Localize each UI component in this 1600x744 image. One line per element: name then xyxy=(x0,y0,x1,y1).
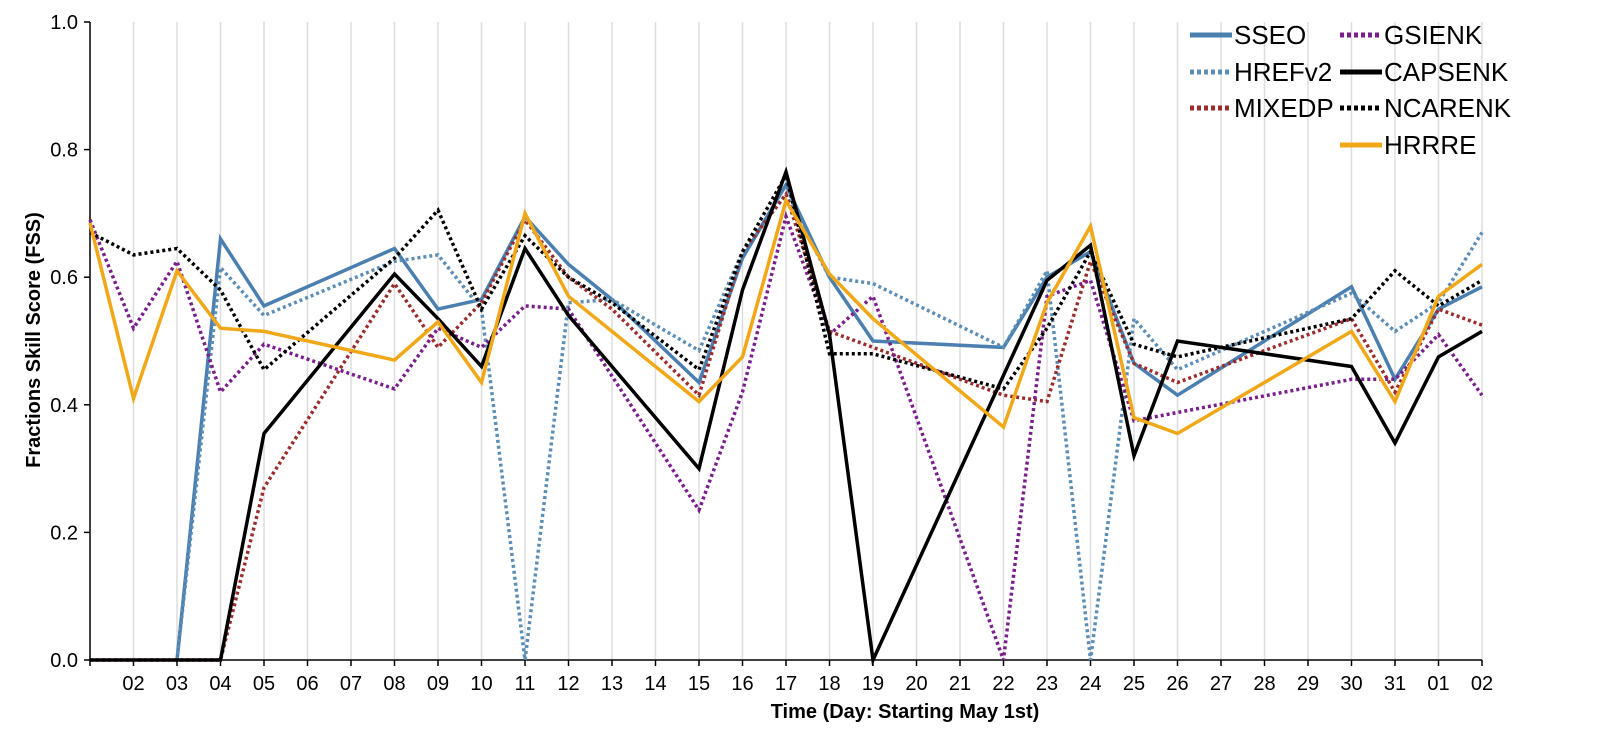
x-tick-label: 30 xyxy=(1340,673,1362,695)
x-tick-label: 13 xyxy=(601,673,623,695)
x-tick-label: 16 xyxy=(731,673,753,695)
legend: SSEO HREFv2 MIXEDP GSIENK CAPSENK NCARENK HRRR… xyxy=(1190,20,1512,160)
x-tick-label: 25 xyxy=(1123,673,1145,695)
y-tick-label: 0.4 xyxy=(50,395,78,417)
y-tick-label: 0.8 xyxy=(50,140,78,162)
x-tick-label: 06 xyxy=(296,673,318,695)
x-tick-label: 18 xyxy=(818,673,840,695)
x-tick-label: 09 xyxy=(427,673,449,695)
y-tick-labels: 0.0 0.2 0.4 0.6 0.8 1.0 xyxy=(50,12,90,672)
x-tick-label: 05 xyxy=(253,673,275,695)
x-tick-label: 15 xyxy=(688,673,710,695)
x-tick-label: 27 xyxy=(1210,673,1232,695)
legend-label-ncarenk: NCARENK xyxy=(1384,93,1512,123)
x-tick-label: 20 xyxy=(905,673,927,695)
legend-label-hrrre: HRRRE xyxy=(1384,130,1476,160)
x-tick-label: 26 xyxy=(1166,673,1188,695)
legend-label-sseo: SSEO xyxy=(1234,20,1306,50)
legend-label-hrefv2: HREFv2 xyxy=(1234,57,1332,87)
x-tick-label: 14 xyxy=(644,673,666,695)
x-tick-label: 08 xyxy=(383,673,405,695)
x-tick-label: 02 xyxy=(122,673,144,695)
x-tick-label: 04 xyxy=(209,673,231,695)
x-tick-label: 03 xyxy=(166,673,188,695)
legend-label-capsenk: CAPSENK xyxy=(1384,57,1509,87)
y-tick-label: 0.0 xyxy=(50,650,78,672)
x-tick-label: 19 xyxy=(862,673,884,695)
series-lines xyxy=(88,166,1484,667)
x-tick-label: 02 xyxy=(1471,673,1493,695)
y-tick-label: 1.0 xyxy=(50,12,78,34)
x-tick-label: 24 xyxy=(1079,673,1101,695)
series-line-gsienk xyxy=(88,210,1484,661)
x-tick-label: 29 xyxy=(1297,673,1319,695)
x-tick-label: 28 xyxy=(1253,673,1275,695)
x-tick-label: 23 xyxy=(1036,673,1058,695)
series-line-hrrre xyxy=(88,196,1484,436)
x-axis-label: Time (Day: Starting May 1st) xyxy=(771,701,1040,723)
x-tick-label: 10 xyxy=(470,673,492,695)
x-tick-label: 12 xyxy=(557,673,579,695)
legend-label-gsienk: GSIENK xyxy=(1384,20,1483,50)
series-line-capsenk xyxy=(90,166,1483,667)
y-tick-label: 0.6 xyxy=(50,267,78,289)
y-tick-label: 0.2 xyxy=(50,522,78,544)
x-tick-label: 22 xyxy=(992,673,1014,695)
legend-label-mixedp: MIXEDP xyxy=(1234,93,1334,123)
x-tick-label: 11 xyxy=(515,673,536,695)
x-tick-label: 17 xyxy=(775,673,797,695)
y-axis-label: Fractions Skill Score (FSS) xyxy=(23,212,45,468)
series-line-sseo xyxy=(175,180,1483,661)
x-tick-label: 31 xyxy=(1384,673,1406,695)
x-tick-label: 21 xyxy=(949,673,971,695)
x-tick-label: 01 xyxy=(1427,673,1449,695)
x-tick-labels: 02 03 04 05 06 07 08 09 10 11 12 13 14 15 16 17 18 19 20 21… xyxy=(89,660,1493,695)
x-tick-label: 07 xyxy=(340,673,362,695)
